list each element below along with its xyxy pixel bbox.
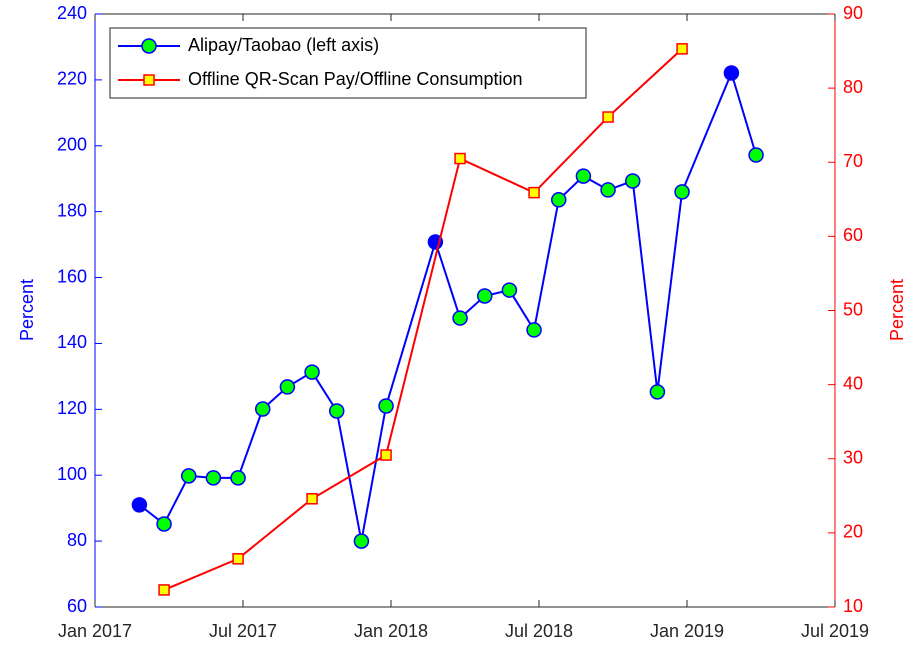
point bbox=[748, 147, 764, 163]
point bbox=[674, 184, 690, 200]
y2-tick-label: 60 bbox=[843, 225, 863, 245]
point bbox=[528, 186, 540, 199]
y-tick-label: 200 bbox=[57, 135, 87, 155]
point bbox=[158, 584, 170, 596]
y-tick-label: 60 bbox=[67, 596, 87, 616]
x-tick-label: Jan 2017 bbox=[58, 621, 132, 641]
y2-axis-label: Percent bbox=[887, 279, 907, 341]
point bbox=[304, 364, 320, 380]
legend-marker bbox=[143, 74, 155, 86]
point bbox=[676, 43, 688, 55]
point bbox=[454, 152, 466, 165]
y2-tick-label: 70 bbox=[843, 151, 863, 171]
point bbox=[526, 322, 542, 338]
point bbox=[600, 182, 616, 198]
y-tick-label: 140 bbox=[57, 332, 87, 352]
point bbox=[306, 493, 318, 505]
point bbox=[156, 516, 172, 532]
y2-tick-label: 80 bbox=[843, 77, 863, 97]
point bbox=[378, 398, 394, 414]
point bbox=[131, 497, 148, 513]
y-tick-label: 80 bbox=[67, 530, 87, 550]
y2-tick-label: 20 bbox=[843, 522, 863, 542]
y2-tick-label: 30 bbox=[843, 448, 863, 468]
point bbox=[501, 282, 518, 298]
point bbox=[452, 310, 468, 326]
point bbox=[232, 553, 244, 565]
point bbox=[602, 111, 614, 123]
point bbox=[328, 403, 345, 419]
x-tick-label: Jul 2019 bbox=[801, 621, 869, 641]
point bbox=[254, 401, 271, 417]
series-line bbox=[138, 69, 758, 542]
point bbox=[649, 384, 666, 400]
y-axis-label: Percent bbox=[17, 279, 37, 341]
y2-tick-label: 90 bbox=[843, 3, 863, 23]
point bbox=[575, 168, 592, 184]
series-line bbox=[163, 48, 683, 591]
point bbox=[380, 449, 392, 461]
x-tick-label: Jul 2017 bbox=[209, 621, 277, 641]
legend-box bbox=[109, 27, 587, 99]
y2-tick-label: 40 bbox=[843, 373, 863, 393]
y2-tick-label: 50 bbox=[843, 299, 863, 319]
point bbox=[723, 65, 740, 81]
legend-marker bbox=[141, 38, 157, 54]
legend-label: Alipay/Taobao (left axis) bbox=[188, 35, 379, 55]
point bbox=[624, 173, 641, 189]
y-tick-label: 120 bbox=[57, 398, 87, 418]
x-tick-label: Jan 2018 bbox=[354, 621, 428, 641]
y-tick-label: 100 bbox=[57, 464, 87, 484]
point bbox=[180, 468, 197, 484]
y-tick-label: 180 bbox=[57, 200, 87, 220]
y-tick-label: 220 bbox=[57, 69, 87, 89]
point bbox=[205, 470, 222, 486]
point bbox=[353, 533, 370, 549]
point bbox=[476, 288, 493, 304]
x-tick-label: Jan 2019 bbox=[650, 621, 724, 641]
point bbox=[550, 192, 567, 208]
legend-label: Offline QR-Scan Pay/Offline Consumption bbox=[188, 69, 523, 89]
point bbox=[279, 379, 296, 395]
y2-tick-label: 10 bbox=[843, 596, 863, 616]
x-tick-label: Jul 2018 bbox=[505, 621, 573, 641]
y-tick-label: 160 bbox=[57, 266, 87, 286]
y-tick-label: 240 bbox=[57, 3, 87, 23]
point bbox=[230, 470, 246, 486]
